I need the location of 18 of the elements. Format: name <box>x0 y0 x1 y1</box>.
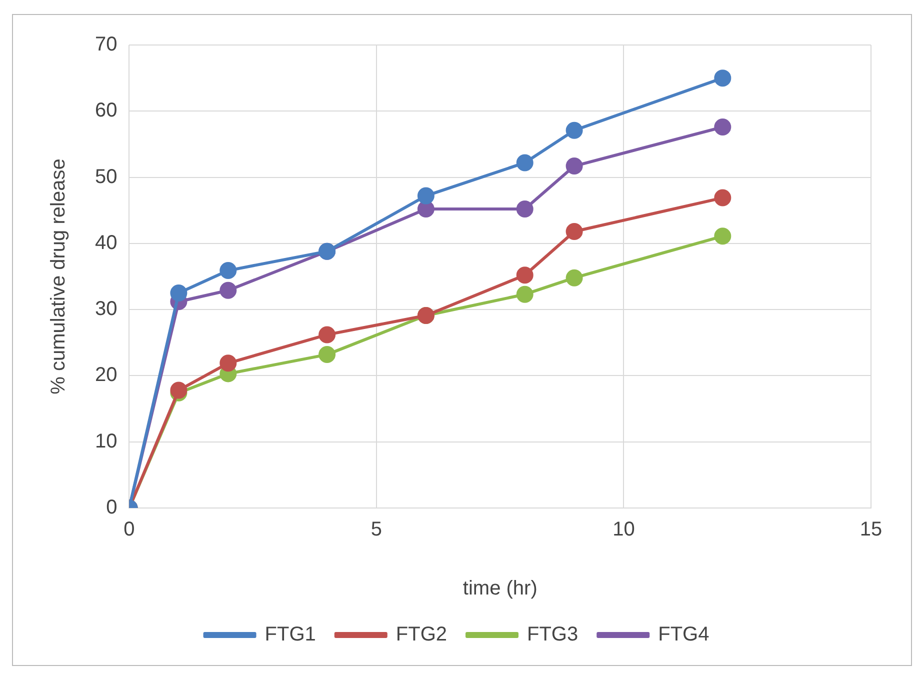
legend-label: FTG3 <box>527 624 578 646</box>
legend-label: FTG1 <box>264 624 316 646</box>
y-axis-title: % cumulative drug release <box>48 158 70 394</box>
y-tick-label: 40 <box>94 232 118 254</box>
y-tick-label: 0 <box>106 496 118 519</box>
x-tick-label: 5 <box>370 518 382 541</box>
y-tick-label: 10 <box>94 430 118 452</box>
x-tick-label: 0 <box>124 518 135 541</box>
x-axis-title: time (hr) <box>462 578 538 600</box>
y-tick-label: 20 <box>94 364 118 386</box>
y-tick-label: 30 <box>94 298 118 320</box>
y-tick-label: 50 <box>94 166 118 188</box>
legend-label: FTG4 <box>658 624 710 646</box>
legend-label: FTG2 <box>396 624 448 646</box>
x-tick-label: 10 <box>612 518 635 541</box>
x-tick-label: 15 <box>860 518 882 541</box>
y-tick-label: 70 <box>94 34 118 56</box>
y-tick-label: 60 <box>94 100 118 122</box>
